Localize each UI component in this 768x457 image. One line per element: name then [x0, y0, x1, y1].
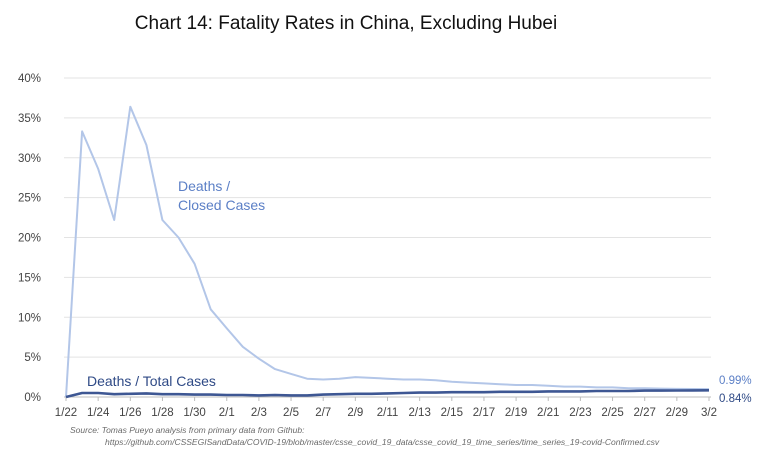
- y-tick-label: 15%: [18, 272, 41, 284]
- x-tick-label: 2/25: [601, 407, 623, 419]
- x-tick-label: 2/13: [408, 407, 430, 419]
- x-tick-label: 2/5: [283, 407, 299, 419]
- y-axis-ticks: 0% 5% 10% 15% 20% 25% 30% 35% 40%: [18, 73, 41, 404]
- x-tick-label: 2/1: [219, 407, 235, 419]
- series-layer: [65, 105, 710, 399]
- series-label-closed-cases: Closed Cases: [178, 197, 265, 213]
- series-line-1: [65, 105, 710, 398]
- series-labels: Deaths / Closed Cases Deaths / Total Cases…: [87, 178, 752, 405]
- y-tick-label: 0%: [24, 392, 41, 404]
- y-tick-label: 20%: [18, 233, 41, 245]
- series-line-2: [65, 389, 710, 399]
- grid-layer: [64, 77, 711, 398]
- x-tick-label: 1/22: [55, 407, 77, 419]
- end-label-closed-cases: 0.99%: [719, 375, 752, 387]
- y-tick-label: 35%: [18, 113, 41, 125]
- y-tick-label: 25%: [18, 193, 41, 205]
- x-tick-label: 2/17: [473, 407, 495, 419]
- end-label-total-cases: 0.84%: [719, 393, 752, 405]
- x-tick-label: 2/23: [569, 407, 591, 419]
- x-tick-label: 1/30: [183, 407, 205, 419]
- x-tick-label: 2/29: [666, 407, 688, 419]
- x-tick-label: 1/28: [151, 407, 173, 419]
- y-tick-label: 30%: [18, 153, 41, 165]
- x-axis-ticks: 1/22 1/24 1/26 1/28 1/30 2/1 2/3 2/5 2/7 2/9 2/11 2…: [55, 397, 717, 419]
- chart-title: Chart 14: Fatality Rates in China, Exclu…: [135, 13, 557, 34]
- y-tick-label: 10%: [18, 312, 41, 324]
- source-line-1: Source: Tomas Pueyo analysis from primar…: [70, 425, 305, 435]
- series-label-closed-cases: Deaths /: [178, 178, 230, 194]
- x-tick-label: 2/3: [251, 407, 267, 419]
- series-label-total-cases: Deaths / Total Cases: [87, 373, 216, 389]
- x-tick-label: 1/24: [87, 407, 110, 419]
- x-tick-label: 2/9: [347, 407, 363, 419]
- y-tick-label: 5%: [24, 352, 41, 364]
- x-tick-label: 3/2: [701, 407, 717, 419]
- source-note: Source: Tomas Pueyo analysis from primar…: [70, 425, 660, 447]
- y-tick-label: 40%: [18, 73, 41, 85]
- x-tick-label: 2/21: [537, 407, 559, 419]
- x-tick-label: 1/26: [119, 407, 141, 419]
- x-tick-label: 2/7: [315, 407, 331, 419]
- x-tick-label: 2/27: [634, 407, 656, 419]
- source-line-2: https://github.com/CSSEGISandData/COVID-…: [105, 437, 660, 447]
- x-tick-label: 2/19: [505, 407, 527, 419]
- x-tick-label: 2/11: [377, 407, 399, 419]
- x-tick-label: 2/15: [441, 407, 463, 419]
